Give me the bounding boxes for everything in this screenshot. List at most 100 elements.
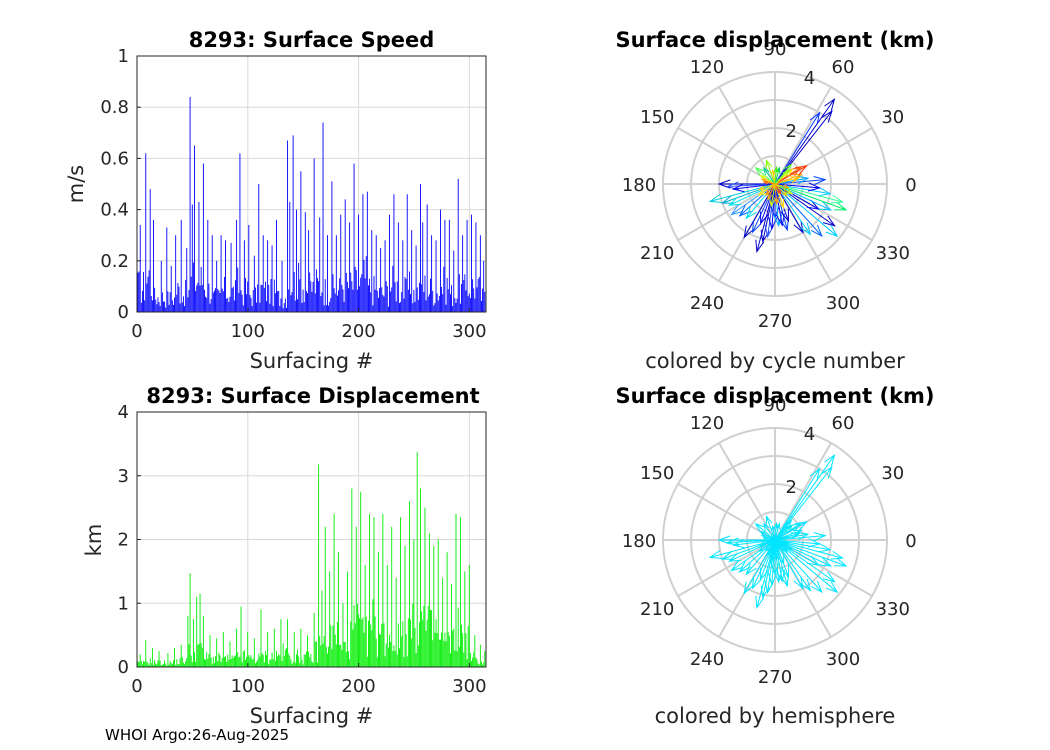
p2-angle-label: 270 <box>758 311 792 332</box>
p1-bar <box>217 661 219 667</box>
p3-angle-label: 30 <box>881 463 904 484</box>
p0-bar <box>322 122 324 312</box>
p3-vector-head <box>760 534 767 539</box>
p0-bar <box>291 292 293 312</box>
p0-bar <box>448 219 450 312</box>
p0-bar <box>149 189 151 312</box>
p3-vector-head <box>771 524 776 532</box>
p1-bar <box>350 621 352 667</box>
p0-bar <box>223 276 225 312</box>
p2-vector <box>774 183 847 211</box>
p2-vector-head <box>754 166 765 176</box>
p1-bar <box>456 651 458 667</box>
p1-bar <box>283 656 285 667</box>
p2-vector-head <box>767 193 773 201</box>
speed-title: 8293: Surface Speed <box>189 28 435 52</box>
p0-bar <box>254 287 256 312</box>
p1-bar <box>468 565 470 667</box>
p1-bar <box>209 635 211 667</box>
p1-bar <box>288 653 290 667</box>
p0-bar <box>157 297 159 312</box>
p1-bar <box>380 634 382 667</box>
p1-bar <box>287 619 289 667</box>
p3-vector-head <box>800 578 812 592</box>
p2-vector-head <box>757 189 766 197</box>
p3-vector-head <box>769 554 776 564</box>
p2-vector-head <box>821 110 833 123</box>
p1-bar <box>160 665 162 667</box>
p0-bar <box>418 282 420 312</box>
p3-vector-head <box>834 557 848 567</box>
p2-vector-head <box>793 220 804 234</box>
p3-vector <box>774 539 788 587</box>
p1-bar <box>230 658 232 667</box>
p1-bar <box>158 651 160 667</box>
p0-bar <box>471 214 472 312</box>
p0-bar <box>358 214 359 312</box>
p1-bar <box>436 633 438 667</box>
p0-bar <box>351 281 353 312</box>
p0-bar <box>376 290 378 312</box>
p0-bar <box>441 287 443 312</box>
p3-vector <box>774 454 835 541</box>
p2-vector-head <box>773 165 779 174</box>
p0-bar <box>389 214 390 312</box>
p1-bar <box>211 664 213 667</box>
p1-bar <box>154 659 156 667</box>
p1-bar <box>422 619 424 667</box>
p1-bar <box>199 593 201 667</box>
p0-bar <box>323 305 325 312</box>
p0-bar <box>424 275 426 312</box>
p3-vector-head <box>717 535 731 545</box>
p3-vector-head <box>783 540 790 545</box>
p2-vector-head <box>762 180 768 185</box>
p1-bar <box>323 635 325 667</box>
p1-bar <box>329 571 331 667</box>
p1-bar <box>228 659 230 667</box>
p1-bar <box>389 634 390 667</box>
p3-angle-label: 90 <box>764 395 787 416</box>
p0-bar <box>259 302 261 312</box>
p0-bar <box>370 292 372 312</box>
p0-bar <box>309 272 311 312</box>
p2-vector-head <box>721 195 735 204</box>
p0-bar <box>146 283 148 312</box>
p2-vector <box>774 112 820 185</box>
p2-vector <box>774 183 783 226</box>
p1-ytick-label: 0 <box>118 657 129 678</box>
p1-bar <box>149 658 151 667</box>
p0-bar <box>383 296 385 312</box>
p0-bar <box>352 289 354 312</box>
p1-bar <box>446 552 448 667</box>
p1-bar <box>390 641 392 667</box>
p3-vector <box>774 539 778 560</box>
p1-bar <box>214 663 215 667</box>
p0-bar <box>269 303 271 312</box>
p1-bar <box>182 662 184 667</box>
p0-bar <box>237 267 239 312</box>
p3-vector-head <box>767 549 773 557</box>
p0-bar <box>178 286 180 312</box>
p1-bar <box>233 656 235 667</box>
p1-bar <box>236 628 238 667</box>
p1-bar <box>399 648 400 667</box>
p3-vector <box>770 539 776 563</box>
p0-bar <box>479 235 481 312</box>
p0-bar <box>155 299 157 312</box>
p1-bar <box>180 644 182 667</box>
p0-bar <box>176 294 178 312</box>
p1-ytick-label: 3 <box>118 466 129 487</box>
p1-bar <box>431 610 433 667</box>
p2-vector <box>739 183 776 217</box>
p0-bar <box>325 305 327 312</box>
p2-vector-head <box>813 176 827 186</box>
p1-bar <box>300 628 302 667</box>
p0-bar <box>415 245 417 312</box>
p1-bar <box>241 662 243 667</box>
p2-vector-head <box>769 198 776 208</box>
surface-displacement-panel: 0 100 200 300 0 1 2 3 4 8293: Surface Displacem… <box>82 384 487 728</box>
p1-bar <box>432 640 434 667</box>
p0-bar <box>241 294 243 312</box>
p2-vector-head <box>717 179 731 189</box>
p1-bar <box>459 517 461 667</box>
